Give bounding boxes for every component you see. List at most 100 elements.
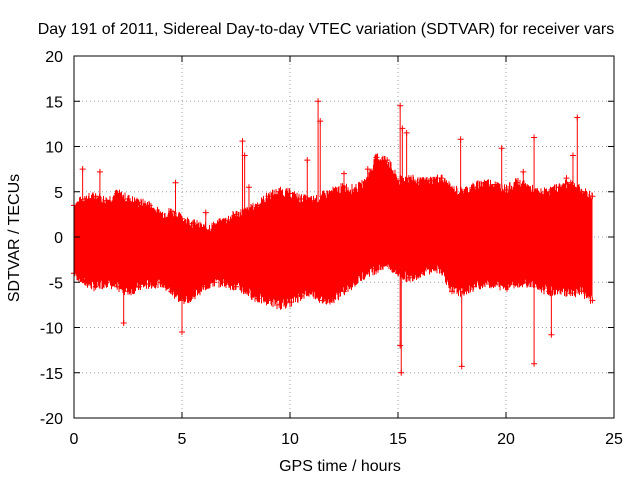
data-point xyxy=(114,190,121,197)
data-point xyxy=(438,175,445,182)
data-point xyxy=(546,188,553,195)
data-point xyxy=(503,186,509,193)
data-point xyxy=(578,288,585,295)
y-tick-label: -20 xyxy=(40,411,63,428)
data-point xyxy=(427,265,434,272)
x-tick-label: 0 xyxy=(70,431,79,448)
outlier-point xyxy=(202,209,209,216)
data-point xyxy=(589,193,596,200)
data-point xyxy=(557,286,563,293)
data-point xyxy=(157,211,164,218)
data-point xyxy=(287,190,293,197)
data-point xyxy=(146,281,153,288)
data-point xyxy=(222,217,229,224)
y-tick-label: -10 xyxy=(40,321,63,338)
data-point xyxy=(308,197,315,204)
data-point xyxy=(373,265,380,272)
data-point xyxy=(330,188,337,195)
outlier-point xyxy=(457,136,464,143)
chart-title: Day 191 of 2011, Sidereal Day-to-day VTE… xyxy=(38,21,615,38)
data-point xyxy=(503,283,509,290)
data-point xyxy=(125,288,131,295)
data-point xyxy=(384,261,391,268)
data-point xyxy=(470,283,477,290)
outlier-point xyxy=(563,175,570,182)
data-point xyxy=(427,177,434,184)
data-point xyxy=(125,195,131,202)
data-point xyxy=(351,279,358,286)
data-point xyxy=(287,299,293,306)
data-point xyxy=(135,283,142,290)
outlier-point xyxy=(403,129,410,136)
data-point xyxy=(395,177,401,184)
data-point xyxy=(449,186,455,193)
y-tick-label: 20 xyxy=(45,49,63,66)
data-point xyxy=(92,193,99,200)
outlier-point xyxy=(498,145,505,152)
data-point xyxy=(567,290,574,297)
data-point xyxy=(384,157,391,164)
data-point xyxy=(535,190,542,197)
y-tick-label: 0 xyxy=(54,230,63,247)
outlier-point xyxy=(239,138,246,145)
data-point xyxy=(222,279,229,286)
data-point xyxy=(481,179,488,186)
data-point xyxy=(524,279,531,286)
x-tick-label: 20 xyxy=(497,431,515,448)
data-band xyxy=(73,153,593,310)
outlier-point xyxy=(397,342,404,349)
data-point xyxy=(416,270,423,277)
outlier-point xyxy=(241,152,248,159)
data-point xyxy=(103,197,110,204)
outlier-point xyxy=(398,369,405,376)
y-tick-label: 10 xyxy=(45,140,63,157)
data-point xyxy=(319,297,326,304)
data-point xyxy=(362,270,369,277)
data-point xyxy=(492,181,499,188)
data-point xyxy=(405,274,412,281)
outlier-point xyxy=(341,170,347,177)
data-point xyxy=(481,279,488,286)
data-point xyxy=(168,288,175,295)
y-tick-label: 15 xyxy=(45,94,63,111)
data-point xyxy=(276,188,283,195)
x-tick-label: 25 xyxy=(605,431,623,448)
data-point xyxy=(557,184,563,191)
data-point xyxy=(589,297,596,304)
data-point xyxy=(254,295,261,302)
x-tick-label: 10 xyxy=(281,431,299,448)
outlier-point xyxy=(531,360,538,367)
data-point xyxy=(81,279,88,286)
data-point xyxy=(308,288,315,295)
data-point xyxy=(189,292,196,299)
data-point xyxy=(168,208,175,215)
outlier-point xyxy=(399,125,406,132)
data-point xyxy=(438,265,445,272)
tick-layer: 0 5 10 15 20 25 -20 -15 -10 -5 0 5 10 15 20 xyxy=(40,49,623,448)
data-point xyxy=(276,301,283,308)
data-point xyxy=(297,195,304,202)
data-point xyxy=(341,288,347,295)
y-tick-label: -15 xyxy=(40,366,63,383)
data-point xyxy=(179,215,185,222)
outlier-point xyxy=(531,134,538,141)
x-tick-label: 15 xyxy=(389,431,407,448)
data-point xyxy=(470,184,477,191)
data-point xyxy=(233,211,239,218)
data-point xyxy=(146,202,153,209)
outlier-point xyxy=(458,363,465,370)
outlier-point xyxy=(364,166,371,173)
data-point xyxy=(416,179,423,186)
data-point xyxy=(535,283,542,290)
data-point xyxy=(200,283,207,290)
outlier-point xyxy=(574,114,581,121)
x-axis-label: GPS time / hours xyxy=(279,458,401,475)
data-point xyxy=(200,224,207,231)
data-point xyxy=(395,270,401,277)
data-point xyxy=(114,283,121,290)
data-point xyxy=(103,279,110,286)
outlier-point xyxy=(96,168,103,175)
y-axis-label: SDTVAR / TECUs xyxy=(6,174,23,302)
data-point xyxy=(362,179,369,186)
